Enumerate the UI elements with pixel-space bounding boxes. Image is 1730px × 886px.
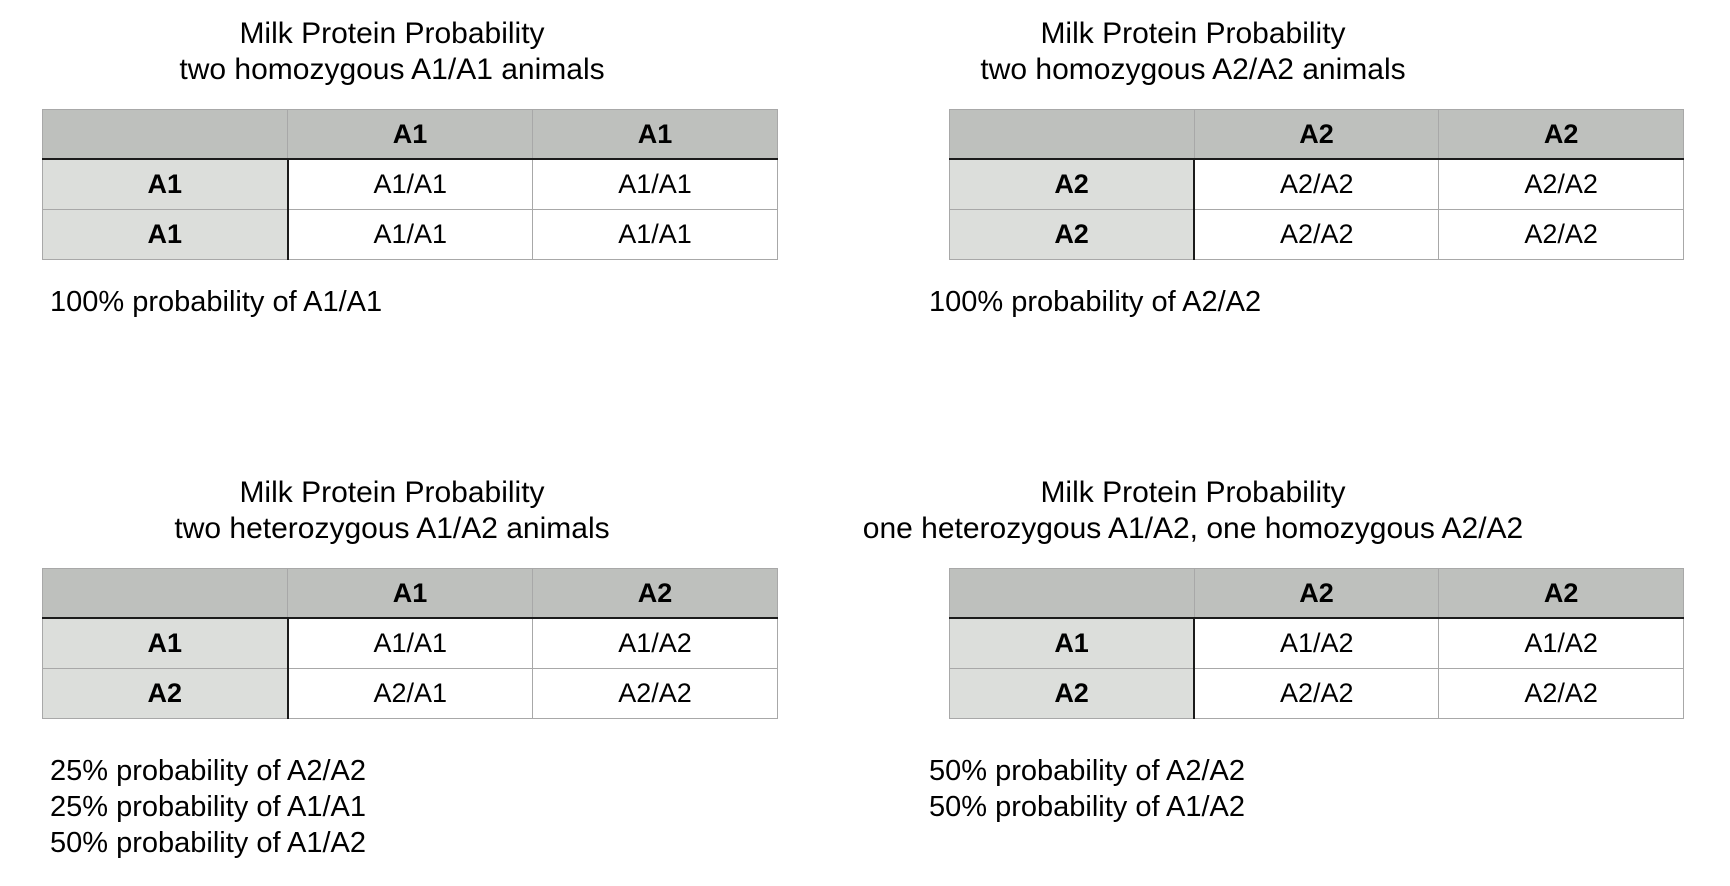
punnett-table: A1 A2 A1 A1/A1 A1/A2 A2 A2/A1 A2/A2 [42,568,778,719]
punnett-panel-a1a2-x-a1a2: Milk Protein Probability two heterozygou… [42,459,778,886]
probability-line: 50% probability of A1/A2 [929,791,1245,823]
punnett-table: A2 A2 A1 A1/A2 A1/A2 A2 A2/A2 A2/A2 [949,568,1684,719]
row-header: A1 [42,617,289,669]
table-row: A2 A2/A2 A2/A2 [949,208,1684,260]
genotype-cell: A1/A2 [1193,617,1440,669]
probability-line: 25% probability of A1/A1 [50,791,366,823]
genotype-cell: A2/A2 [1193,158,1440,210]
probability-line: 50% probability of A2/A2 [929,755,1245,787]
panel-title: Milk Protein Probability two homozygous … [825,16,1561,88]
probability-line: 100% probability of A2/A2 [929,286,1262,318]
probability-summary: 50% probability of A2/A2 50% probability… [929,753,1245,825]
table-row: A1 A1/A1 A1/A2 [42,617,778,669]
corner-cell [949,109,1195,160]
genotype-cell: A2/A2 [532,667,778,719]
table-row: A1 A1/A2 A1/A2 [949,617,1684,669]
panel-title: Milk Protein Probability two heterozygou… [24,475,760,547]
col-header: A2 [1193,109,1440,160]
panel-title-line1: Milk Protein Probability [1040,476,1346,509]
probability-summary: 25% probability of A2/A2 25% probability… [50,753,366,861]
table-row: A1 A1/A1 A1/A1 [42,208,778,260]
punnett-panel-a1a2-x-a2a2: Milk Protein Probability one heterozygou… [863,459,1684,886]
genotype-cell: A1/A1 [287,208,533,260]
punnett-panel-a1a1-x-a1a1: Milk Protein Probability two homozygous … [42,0,778,459]
genotype-cell: A2/A2 [1438,667,1684,719]
table-row: A2 A2/A2 A2/A2 [949,667,1684,719]
panel-title-line1: Milk Protein Probability [1040,17,1346,50]
table-row: A2 A2/A2 A2/A2 [949,158,1684,210]
probability-line: 25% probability of A2/A2 [50,755,366,787]
genotype-cell: A1/A1 [532,208,778,260]
genotype-cell: A1/A1 [287,617,533,669]
row-header: A2 [949,158,1196,210]
genotype-cell: A1/A2 [532,617,778,669]
probability-summary: 100% probability of A1/A1 [50,284,382,320]
header-row: A1 A2 [42,568,778,619]
punnett-table: A1 A1 A1 A1/A1 A1/A1 A1 A1/A1 A1/A1 [42,109,778,260]
row-header: A1 [949,617,1196,669]
table-row: A2 A2/A1 A2/A2 [42,667,778,719]
corner-cell [42,568,288,619]
row-header: A1 [42,208,289,260]
panel-title-line2: two heterozygous A1/A2 animals [174,512,610,545]
punnett-panel-a2a2-x-a2a2: Milk Protein Probability two homozygous … [929,0,1684,459]
row-header: A2 [42,667,289,719]
table-row: A1 A1/A1 A1/A1 [42,158,778,210]
panel-title-line2: one heterozygous A1/A2, one homozygous A… [862,512,1524,545]
panel-title: Milk Protein Probability two homozygous … [24,16,760,88]
panel-title-line2: two homozygous A2/A2 animals [980,53,1406,86]
probability-line: 50% probability of A1/A2 [50,827,366,859]
row-header: A1 [42,158,289,210]
col-header: A1 [532,109,778,160]
genotype-cell: A2/A2 [1193,667,1440,719]
genotype-cell: A1/A1 [287,158,533,210]
col-header: A2 [532,568,778,619]
row-header: A2 [949,667,1196,719]
col-header: A1 [287,568,533,619]
genotype-cell: A2/A2 [1438,158,1684,210]
genotype-cell: A1/A1 [532,158,778,210]
header-row: A1 A1 [42,109,778,160]
col-header: A2 [1193,568,1440,619]
genotype-cell: A1/A2 [1438,617,1684,669]
panel-title: Milk Protein Probability one heterozygou… [825,475,1561,547]
genotype-cell: A2/A2 [1438,208,1684,260]
genotype-cell: A2/A2 [1193,208,1440,260]
header-row: A2 A2 [949,109,1684,160]
genotype-cell: A2/A1 [287,667,533,719]
row-header: A2 [949,208,1196,260]
probability-line: 100% probability of A1/A1 [50,286,383,318]
panel-title-line1: Milk Protein Probability [239,17,545,50]
header-row: A2 A2 [949,568,1684,619]
col-header: A1 [287,109,533,160]
probability-summary: 100% probability of A2/A2 [929,284,1261,320]
panel-title-line2: two homozygous A1/A1 animals [179,53,605,86]
col-header: A2 [1438,109,1684,160]
punnett-table: A2 A2 A2 A2/A2 A2/A2 A2 A2/A2 A2/A2 [949,109,1684,260]
panel-title-line1: Milk Protein Probability [239,476,545,509]
col-header: A2 [1438,568,1684,619]
corner-cell [42,109,288,160]
corner-cell [949,568,1195,619]
